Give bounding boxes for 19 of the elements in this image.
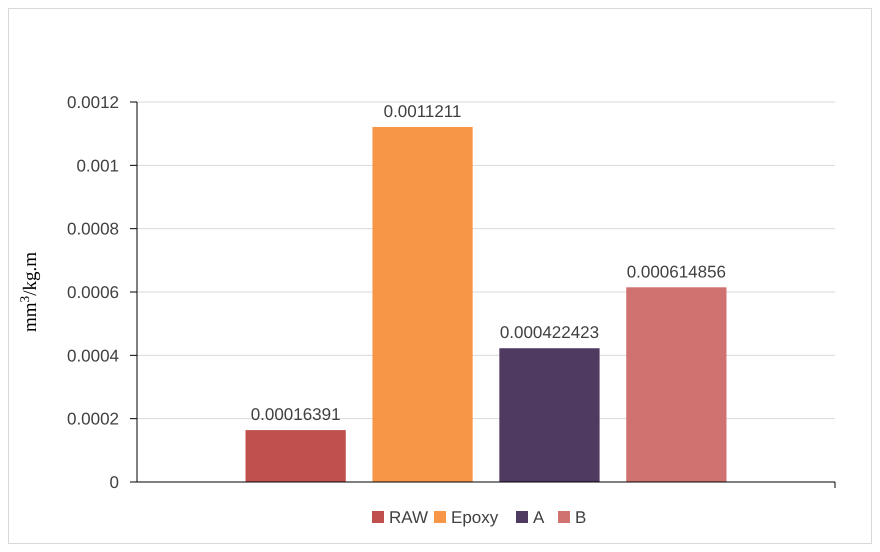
y-tick-label: 0.0008 <box>67 220 119 239</box>
data-label: 0.000614856 <box>626 262 726 282</box>
data-label: 0.0011211 <box>384 102 462 121</box>
y-tick-label: 0.0004 <box>67 346 119 366</box>
legend-label: B <box>575 508 586 527</box>
data-label: 0.000422423 <box>500 323 600 342</box>
legend-label: A <box>533 508 545 527</box>
bar <box>626 287 726 482</box>
y-tick-label: 0.0002 <box>67 410 119 429</box>
y-tick-label: 0 <box>110 472 119 492</box>
bar <box>372 126 473 482</box>
y-tick-label: 0.001 <box>76 156 119 176</box>
bar <box>499 348 600 482</box>
data-label: 0.00016391 <box>250 405 341 424</box>
legend-label: Epoxy <box>451 508 499 527</box>
bar <box>246 430 346 482</box>
legend-label: RAW <box>389 508 428 527</box>
y-tick-label: 0.0012 <box>67 92 119 112</box>
y-tick-label: 0.0006 <box>67 282 119 302</box>
